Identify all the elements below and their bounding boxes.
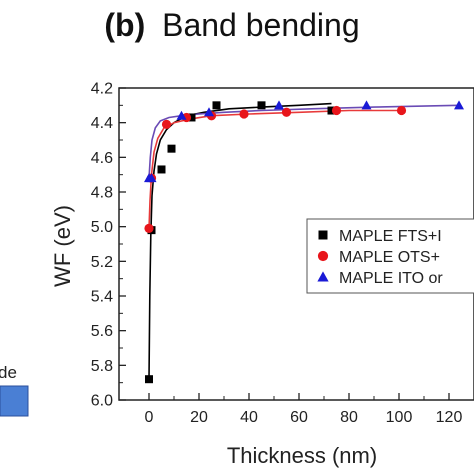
panel-label: (b) xyxy=(104,7,145,43)
data-point-circle xyxy=(161,119,172,129)
left-panel-fragment-label: de xyxy=(0,363,17,382)
figure-title: (b) Band bending xyxy=(104,7,359,43)
y-axis: 4.2 4.4 4.6 4.8 5.0 5.2 5.4 5.6 5.8 6.0 xyxy=(91,81,126,410)
data-point-circle xyxy=(144,223,154,233)
data-point-triangle xyxy=(361,100,372,110)
data-point-circle xyxy=(281,107,292,117)
data-point-triangle xyxy=(454,100,464,110)
data-point-square xyxy=(187,113,196,122)
data-point-triangle xyxy=(146,173,157,183)
legend-marker-triangle xyxy=(317,271,329,282)
x-tick-label: 20 xyxy=(190,409,208,426)
x-axis-title: Thickness (nm) xyxy=(227,443,377,468)
data-markers xyxy=(144,100,464,384)
x-axis: 0 20 40 60 80 100 120 xyxy=(145,393,463,426)
legend-label: MAPLE ITO or xyxy=(339,270,443,287)
y-tick-label: 5.0 xyxy=(91,219,113,236)
legend-marker-circle xyxy=(317,250,329,262)
data-point-circle xyxy=(239,109,249,119)
y-tick-label: 4.6 xyxy=(91,150,113,167)
data-point-square xyxy=(327,106,336,115)
data-point-triangle xyxy=(204,107,214,117)
y-tick-label: 5.4 xyxy=(91,289,113,306)
y-axis-title: WF (eV) xyxy=(50,205,75,287)
x-tick-label: 40 xyxy=(240,409,258,426)
fit-curve xyxy=(148,109,402,229)
legend: MAPLE FTS+I MAPLE OTS+ MAPLE ITO or xyxy=(306,218,474,294)
title-text: Band bending xyxy=(162,7,360,43)
y-tick-label: 4.2 xyxy=(91,81,113,98)
legend-label: MAPLE OTS+ xyxy=(339,249,440,266)
y-tick-label: 5.8 xyxy=(91,358,113,375)
data-point-circle xyxy=(181,112,192,123)
legend-marker-square xyxy=(318,230,328,240)
data-point-square xyxy=(257,101,266,110)
y-tick-label: 4.4 xyxy=(91,115,113,132)
data-point-square xyxy=(145,375,153,384)
legend-label: MAPLE FTS+I xyxy=(339,228,442,245)
fit-curve xyxy=(148,102,332,380)
data-point-circle xyxy=(396,105,407,116)
data-point-square xyxy=(212,101,221,110)
data-point-square xyxy=(157,165,166,174)
y-tick-label: 5.6 xyxy=(91,323,113,340)
data-point-square xyxy=(167,144,176,153)
y-tick-label: 6.0 xyxy=(91,393,113,410)
x-tick-label: 120 xyxy=(436,409,463,426)
data-point-triangle xyxy=(176,110,187,120)
y-tick-label: 4.8 xyxy=(91,185,113,202)
left-panel-fragment-box xyxy=(0,385,29,417)
x-tick-label: 0 xyxy=(145,409,154,426)
data-point-circle xyxy=(331,105,342,116)
x-tick-label: 100 xyxy=(386,409,413,426)
y-tick-label: 5.2 xyxy=(91,254,113,271)
x-tick-label: 60 xyxy=(290,409,308,426)
x-tick-label: 80 xyxy=(340,409,358,426)
data-point-triangle xyxy=(274,100,284,110)
legend-box xyxy=(306,218,474,294)
